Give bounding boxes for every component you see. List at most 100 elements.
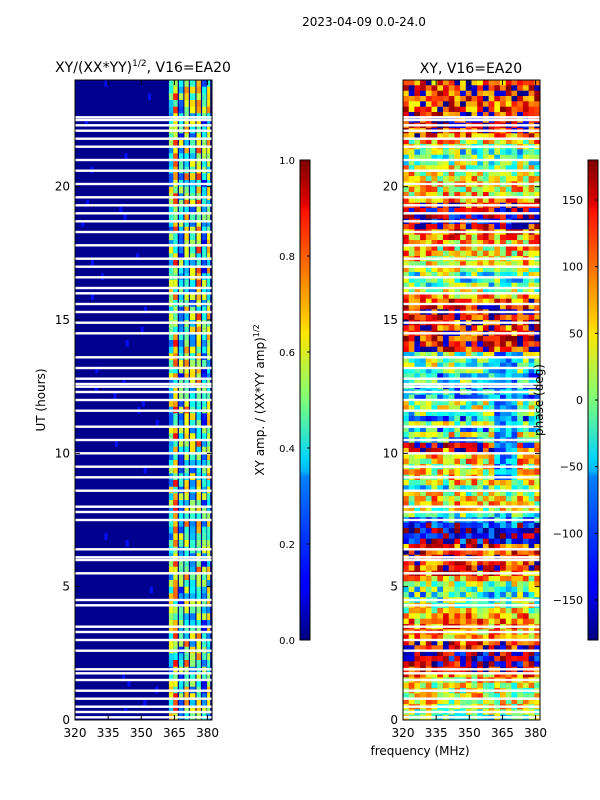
phase-cell <box>403 272 410 278</box>
flag-gap <box>75 398 212 402</box>
phase-cell <box>471 90 478 97</box>
amplitude-cell <box>196 640 201 648</box>
phase-cell <box>488 224 495 230</box>
phase-cell <box>494 560 501 566</box>
phase-cell <box>465 485 472 491</box>
phase-cell <box>448 640 455 646</box>
phase-cell <box>437 442 444 449</box>
phase-cell <box>408 266 415 273</box>
phase-cell <box>465 400 472 406</box>
phase-cell <box>403 352 410 358</box>
flag-gap <box>403 220 540 223</box>
phase-cell <box>443 176 450 182</box>
phase-cell <box>534 645 540 651</box>
phase-cell <box>511 149 518 155</box>
amplitude-flag-gaps <box>75 116 212 719</box>
amplitude-cell <box>189 620 196 628</box>
phase-cell <box>471 336 478 342</box>
phase-cell <box>528 522 535 529</box>
phase-cell <box>505 592 512 598</box>
phase-cell <box>505 485 512 491</box>
phase-cell <box>460 304 467 310</box>
phase-cell <box>482 85 489 91</box>
phase-cell <box>437 650 444 657</box>
amplitude-colorbar-label: XY amp. / (XX*YY amp)1/2 <box>252 324 267 475</box>
amplitude-cell <box>207 606 211 614</box>
phase-cell <box>448 112 455 118</box>
amplitude-cell <box>184 346 189 354</box>
phase-cell <box>488 277 495 283</box>
phase-cell <box>534 373 540 379</box>
amplitude-cell <box>178 206 184 214</box>
phase-cell <box>403 512 410 518</box>
amplitude-cell <box>173 480 178 488</box>
amplitude-cell <box>178 693 184 701</box>
amplitude-cell <box>202 526 207 534</box>
amplitude-cell <box>189 146 196 154</box>
phase-cell <box>443 528 450 534</box>
phase-cell <box>505 165 512 171</box>
phase-cell <box>460 240 467 246</box>
amplitude-cell <box>173 306 178 314</box>
phase-cell <box>408 336 415 342</box>
phase-cell <box>420 634 427 641</box>
phase-cell <box>494 501 501 507</box>
phase-cell <box>437 469 444 475</box>
amplitude-cell <box>168 413 174 421</box>
phase-cell <box>460 261 467 267</box>
phase-cell <box>482 272 489 278</box>
phase-cell <box>420 277 427 283</box>
phase-cell <box>454 693 461 699</box>
amplitude-cell <box>184 466 189 474</box>
phase-cell <box>482 608 489 614</box>
phase-cell <box>431 336 438 342</box>
flag-gap <box>403 505 540 508</box>
amplitude-cell <box>189 386 196 394</box>
phase-cell <box>534 490 540 497</box>
phase-cell <box>500 400 507 406</box>
phase-cell <box>534 698 540 705</box>
phase-cell <box>437 261 444 267</box>
phase-cell <box>420 314 427 321</box>
phase-cell <box>465 192 472 198</box>
phase-cell <box>431 533 438 539</box>
phase-cell <box>420 357 427 363</box>
amplitude-cell <box>173 620 178 628</box>
phase-cell <box>494 368 501 374</box>
phase-cell <box>517 341 524 347</box>
phase-cell <box>437 682 444 689</box>
phase-cell <box>431 469 438 475</box>
phase-cell <box>522 469 529 475</box>
phase-cell <box>488 368 495 374</box>
phase-cell <box>505 645 512 651</box>
flag-gap <box>403 292 540 295</box>
phase-cell <box>414 672 421 678</box>
phase-cell <box>425 85 432 91</box>
phase-cell <box>494 160 501 166</box>
phase-cell <box>505 656 512 662</box>
phase-cell <box>408 512 415 518</box>
amplitude-cell <box>189 366 196 374</box>
amplitude-cell <box>202 500 207 508</box>
phase-cell <box>517 496 524 502</box>
phase-cell <box>534 560 540 566</box>
phase-cell <box>500 80 507 86</box>
phase-cell <box>500 656 507 662</box>
phase-cell <box>414 160 421 166</box>
phase-cell <box>443 197 450 203</box>
phase-cell <box>448 378 455 385</box>
phase-cell <box>534 522 540 529</box>
amplitude-panel: XY/(XX*YY)1/2, V16=EA20 320 335 350 365 3800… <box>34 59 231 740</box>
phase-cell <box>465 272 472 278</box>
phase-cell <box>500 373 507 379</box>
phase-cell <box>488 170 495 177</box>
amplitude-cell <box>168 693 174 701</box>
phase-cell <box>494 405 501 411</box>
phase-cell <box>522 592 529 598</box>
amplitude-cell <box>178 633 184 641</box>
phase-cell <box>488 293 495 299</box>
amplitude-cell <box>168 446 174 454</box>
amplitude-cell <box>207 626 211 634</box>
phase-cell <box>454 352 461 358</box>
amplitude-cell <box>184 313 189 321</box>
